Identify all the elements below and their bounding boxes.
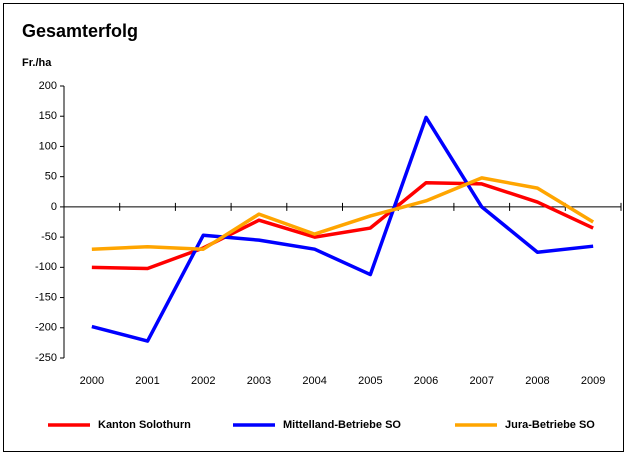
x-tick-label: 2005 xyxy=(358,375,382,387)
y-tick-label: -50 xyxy=(41,231,57,243)
legend-label: Kanton Solothurn xyxy=(98,419,191,431)
chart-title: Gesamterfolg xyxy=(22,21,138,41)
x-tick-label: 2008 xyxy=(525,375,549,387)
y-tick-label: 0 xyxy=(51,201,57,213)
chart-frame xyxy=(3,3,624,452)
x-tick-label: 2007 xyxy=(470,375,494,387)
series-line xyxy=(91,176,595,251)
x-tick-label: 2009 xyxy=(581,375,605,387)
series-line xyxy=(91,115,594,343)
y-tick-label: 100 xyxy=(39,140,57,152)
x-tick-label: 2003 xyxy=(247,375,271,387)
y-tick-label: -250 xyxy=(35,352,57,364)
x-tick-label: 2000 xyxy=(80,375,104,387)
y-tick-label: 50 xyxy=(45,171,57,183)
x-tick-label: 2002 xyxy=(191,375,215,387)
y-tick-label: 200 xyxy=(39,80,57,92)
y-axis-label: Fr./ha xyxy=(22,57,52,69)
y-tick-label: -150 xyxy=(35,291,57,303)
y-tick-label: -200 xyxy=(35,322,57,334)
x-tick-label: 2004 xyxy=(302,375,326,387)
x-tick-label: 2001 xyxy=(135,375,159,387)
legend-label: Mittelland-Betriebe SO xyxy=(283,419,401,431)
legend-label: Jura-Betriebe SO xyxy=(505,419,595,431)
y-tick-label: -100 xyxy=(35,261,57,273)
x-tick-label: 2006 xyxy=(414,375,438,387)
y-tick-label: 150 xyxy=(39,110,57,122)
series-line xyxy=(91,180,594,271)
